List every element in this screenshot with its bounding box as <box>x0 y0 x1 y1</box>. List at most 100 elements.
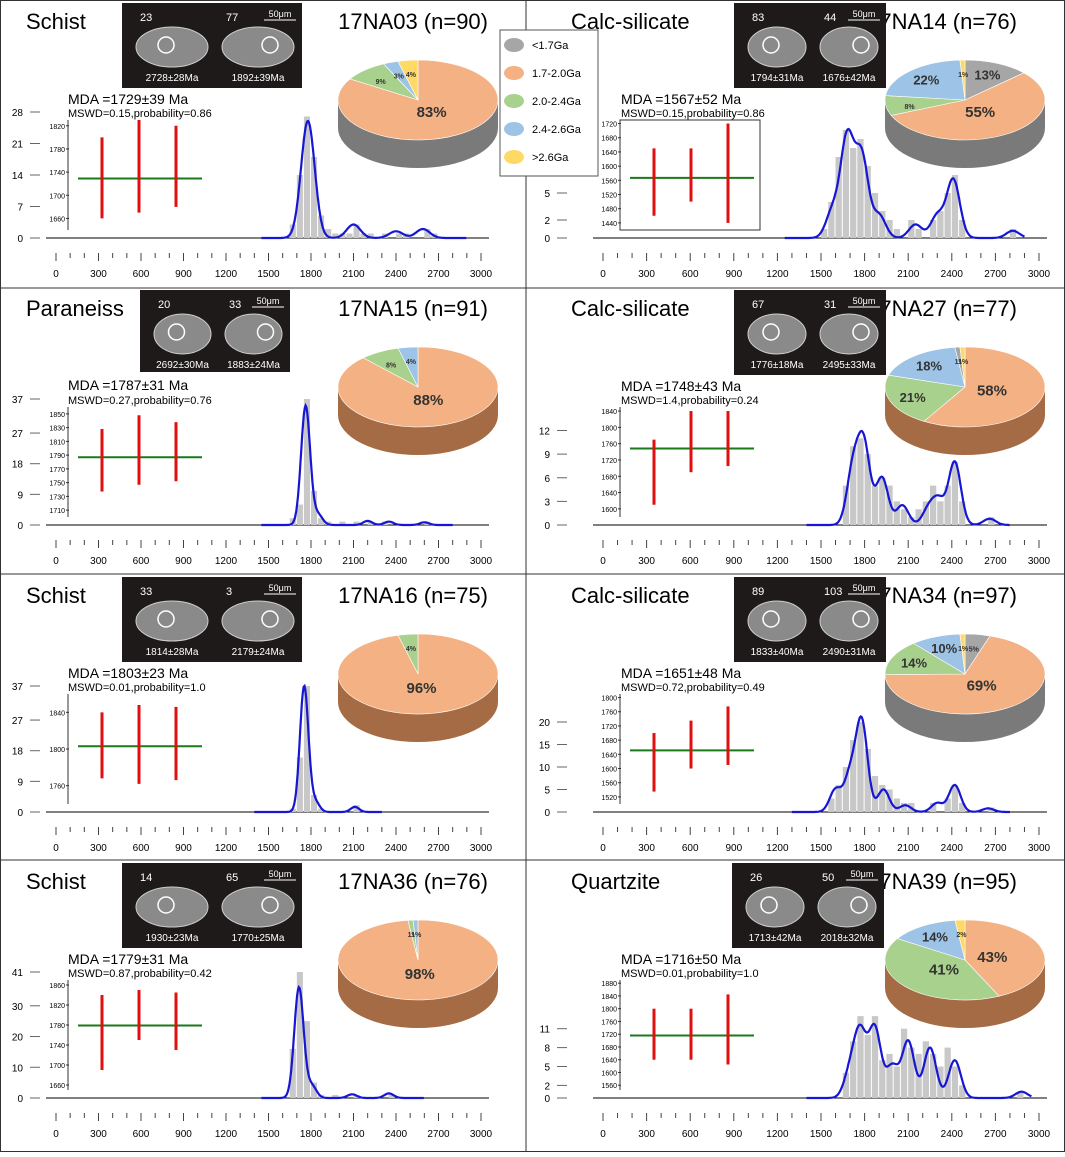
grain-id-label: 33 <box>229 299 241 311</box>
zircon-grain <box>135 26 209 68</box>
histogram-bar <box>850 446 857 525</box>
histogram-bar <box>396 233 403 238</box>
inset-tick-label: 1800 <box>601 425 617 432</box>
pie-label: 1% <box>958 646 969 653</box>
pie-label: 4% <box>406 359 417 366</box>
x-tick-label: 1500 <box>810 843 833 854</box>
inset-tick-label: 1700 <box>49 193 65 200</box>
histogram-bar <box>864 1035 871 1098</box>
mswd-label: MSWD=1.4,probability=0.24 <box>621 395 759 407</box>
kde-curve <box>261 984 424 1100</box>
inset-tick-label: 1730 <box>49 494 65 501</box>
pie-chart: 98%1%1% <box>337 919 499 1028</box>
inset-tick-label: 1840 <box>601 409 617 416</box>
x-tick-label: 2100 <box>897 1129 920 1140</box>
histogram-bar <box>959 1085 966 1098</box>
panel-17na39: Quartzite 17NA39 (n=95) 0 300 600 900 1200 1500… <box>540 863 1051 1140</box>
mswd-label: MSWD=0.01,probability=1.0 <box>621 968 759 980</box>
inset-tick-label: 1640 <box>601 1058 617 1065</box>
histogram-bar <box>289 1048 296 1098</box>
histogram-bar <box>850 1041 857 1098</box>
grain-age-label: 2490±31Ma <box>823 647 876 658</box>
pie-label: 4% <box>406 646 417 653</box>
x-tick-label: 1500 <box>257 269 280 280</box>
grain-id-label: 50 <box>822 872 834 884</box>
x-tick-label: 600 <box>682 556 699 567</box>
histogram-bar <box>1017 1091 1024 1098</box>
grain-age-label: 1776±18Ma <box>751 360 804 371</box>
mda-label: MDA =1651±48 Ma <box>621 665 741 681</box>
y-tick-label: 0 <box>17 234 23 245</box>
cl-image-panel: 33 1814±28Ma 3 2179±24Ma 50μm <box>122 577 302 662</box>
histogram-bar <box>318 215 325 238</box>
y-tick-label: 20 <box>539 718 551 729</box>
lithology-label: Calc-silicate <box>571 296 690 321</box>
pie-label: 83% <box>417 104 447 121</box>
x-tick-label: 2100 <box>897 269 920 280</box>
histogram-bar <box>951 1066 959 1098</box>
histogram-bar <box>959 220 966 238</box>
histogram-bar <box>893 501 900 525</box>
pie-label: 1% <box>411 932 422 939</box>
y-tick-label: 37 <box>12 395 24 406</box>
cl-image-panel: 67 1776±18Ma 31 2495±33Ma 50μm <box>734 290 886 375</box>
histogram-bar <box>311 1082 318 1098</box>
inset-tick-label: 1740 <box>49 170 65 177</box>
pie-label: 13% <box>974 67 1000 82</box>
histogram-bar <box>857 139 864 238</box>
histogram-bar <box>828 202 835 238</box>
histogram-bar <box>367 521 374 525</box>
y-tick-label: 0 <box>17 1094 23 1105</box>
analysis-spot <box>760 896 778 914</box>
x-tick-label: 600 <box>133 1129 150 1140</box>
analysis-spot <box>167 323 186 341</box>
inset-tick-label: 1760 <box>601 710 617 717</box>
analysis-spot <box>762 323 780 341</box>
pie-chart: 83% 9% 3% 4% <box>337 59 499 168</box>
mswd-label: MSWD=0.72,probability=0.49 <box>621 682 765 694</box>
inset-tick-label: 1810 <box>49 439 65 446</box>
y-tick-label: 9 <box>544 450 550 461</box>
y-tick-label: 5 <box>544 189 550 200</box>
grain-id-label: 65 <box>226 872 238 884</box>
cl-image-panel: 26 1713±42Ma 50 2018±32Ma 50μm <box>732 863 884 948</box>
x-tick-label: 0 <box>600 269 606 280</box>
histogram-bar <box>908 1047 915 1098</box>
y-tick-label: 0 <box>17 521 23 532</box>
histogram-bar <box>864 166 871 238</box>
x-tick-label: 2700 <box>427 1129 450 1140</box>
zircon-grain <box>747 26 807 68</box>
legend-swatch <box>504 38 524 52</box>
inset-tick-label: 1520 <box>601 193 617 200</box>
histogram-bar <box>871 1016 879 1098</box>
histogram-bar <box>915 229 922 238</box>
inset-tick-label: 1600 <box>601 507 617 514</box>
histogram-bar <box>879 211 886 238</box>
histogram-bar <box>303 399 310 525</box>
histogram-bar <box>908 220 915 238</box>
grain-age-label: 1676±42Ma <box>823 73 876 84</box>
x-axis: 0 300 600 900 1200 1500 1800 2100 2400 2700 3000 <box>600 1113 1051 1140</box>
legend-swatch <box>504 150 524 164</box>
scale-bar-label: 50μm <box>269 9 292 19</box>
x-tick-label: 0 <box>53 843 59 854</box>
pie-label: 22% <box>913 73 939 88</box>
analysis-spot <box>157 36 175 54</box>
x-tick-label: 0 <box>600 843 606 854</box>
grain-age-label: 2728±28Ma <box>146 73 199 84</box>
mda-label: MDA =1779±31 Ma <box>68 951 188 967</box>
y-tick-label: 14 <box>12 171 24 182</box>
histogram-bar <box>339 521 346 525</box>
grain-id-label: 89 <box>752 586 764 598</box>
pie-label: 21% <box>900 390 926 405</box>
histogram-bar <box>353 805 360 812</box>
histogram-bar <box>930 485 937 525</box>
x-axis: 0 300 600 900 1200 1500 1800 2100 2400 2700 3000 <box>600 540 1051 567</box>
x-tick-label: 1200 <box>766 1129 789 1140</box>
inset-tick-label: 1680 <box>601 474 617 481</box>
grain-id-label: 83 <box>752 12 764 24</box>
x-tick-label: 2400 <box>385 843 408 854</box>
lithology-label: Quartzite <box>571 869 660 894</box>
x-tick-label: 600 <box>682 843 699 854</box>
grain-age-label: 1883±24Ma <box>227 360 280 371</box>
